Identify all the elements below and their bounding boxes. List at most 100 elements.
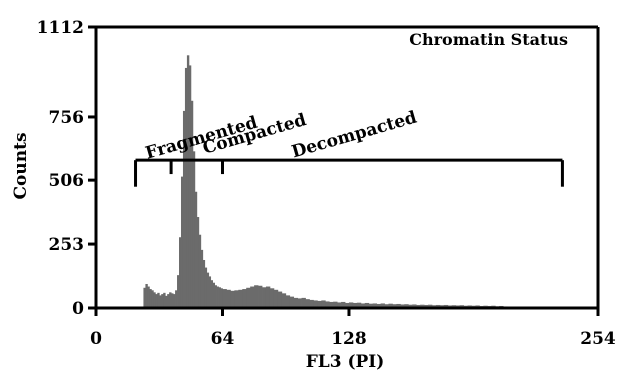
- histogram-bar: [428, 304, 433, 308]
- tick-labels: 0 253 506 756 1112 0 64 128 254: [37, 18, 616, 349]
- histogram-bar: [329, 301, 334, 308]
- histogram-bar: [345, 302, 350, 308]
- histogram-bar: [372, 303, 378, 308]
- histogram-bar: [218, 287, 221, 308]
- histogram-bar: [226, 289, 231, 308]
- histogram-bar: [214, 285, 217, 308]
- histogram-bar: [348, 302, 354, 308]
- histogram-bar: [202, 259, 206, 308]
- histogram-bar: [173, 294, 176, 308]
- histogram-bar: [285, 295, 291, 308]
- histogram-bar: [182, 110, 186, 309]
- histogram-bar: [222, 289, 227, 308]
- chart-title: Chromatin Status: [409, 30, 568, 49]
- histogram-bar: [273, 289, 279, 308]
- histogram-bar: [352, 302, 358, 308]
- histogram-bar: [179, 237, 182, 308]
- histogram-bar: [420, 304, 425, 308]
- y-tick-label: 506: [49, 171, 85, 191]
- y-axis-title: Counts: [11, 132, 31, 199]
- histogram-bar: [384, 304, 389, 308]
- histogram-bar: [277, 291, 283, 308]
- histogram-bar: [204, 267, 208, 308]
- histogram-bar: [368, 303, 374, 308]
- y-tick-label: 0: [72, 299, 84, 319]
- histogram-bar: [309, 299, 314, 308]
- x-axis-title: FL3 (PI): [306, 352, 385, 372]
- x-tick-label: 0: [90, 329, 102, 349]
- histogram-bar: [360, 303, 366, 308]
- histogram-bar: [364, 302, 370, 308]
- histogram-bar: [149, 289, 152, 308]
- x-tick-label: 254: [580, 329, 616, 349]
- histogram-bar: [293, 297, 298, 308]
- histogram-bar: [161, 294, 164, 308]
- histogram-bar: [169, 292, 172, 308]
- histogram-bar: [376, 303, 381, 308]
- histogram-bar: [143, 287, 146, 308]
- x-tick-label: 64: [211, 329, 235, 349]
- histogram-bar: [435, 304, 441, 308]
- histogram-bar: [220, 288, 223, 308]
- histogram-bar: [212, 282, 215, 308]
- histogram-bar: [167, 294, 170, 308]
- histogram-bar: [153, 292, 156, 308]
- histogram-bar: [443, 304, 449, 308]
- histogram-bar: [408, 304, 413, 308]
- histogram-bars: [143, 55, 508, 309]
- histogram-bar: [412, 304, 417, 308]
- histogram-bar: [190, 100, 194, 308]
- histogram-bar: [254, 285, 259, 308]
- histogram-bar: [325, 301, 330, 308]
- histogram-bar: [424, 304, 429, 308]
- histogram-bar: [297, 298, 302, 308]
- histogram-bar: [281, 293, 287, 308]
- histogram-bar: [301, 297, 306, 308]
- histogram-bar: [184, 67, 188, 308]
- histogram-bar: [313, 300, 318, 308]
- histogram-bar: [234, 290, 239, 308]
- histogram-bar: [216, 286, 219, 308]
- histogram-bar: [416, 304, 421, 308]
- histogram-bar: [258, 285, 263, 308]
- histogram-bar: [317, 300, 322, 308]
- histogram-bar: [305, 299, 310, 308]
- histogram-bar: [165, 295, 168, 308]
- histogram-bar: [151, 290, 154, 308]
- histogram-bar: [269, 288, 275, 308]
- histogram-bar: [194, 191, 198, 308]
- histogram-bar: [145, 283, 148, 308]
- histogram-bar: [163, 292, 166, 308]
- histogram-bar: [210, 280, 214, 308]
- histogram-bar: [246, 287, 251, 308]
- histogram-bar: [198, 234, 202, 308]
- x-tick-label: 128: [331, 329, 367, 349]
- histogram-bar: [147, 286, 150, 308]
- histogram-bar: [180, 176, 184, 308]
- histogram-bar: [404, 304, 409, 308]
- histogram-bar: [380, 303, 385, 308]
- gate-label: Decompacted: [289, 108, 419, 163]
- y-tick-label: 253: [49, 235, 85, 255]
- histogram-bar: [392, 304, 397, 308]
- histogram-bar: [321, 300, 326, 308]
- histogram-bar: [238, 289, 243, 308]
- y-tick-label: 756: [49, 108, 85, 128]
- histogram-bar: [388, 303, 393, 308]
- histogram-bar: [159, 295, 162, 308]
- histogram-bar: [175, 290, 178, 308]
- histogram-bar: [188, 65, 192, 308]
- histogram-bar: [396, 303, 401, 308]
- histogram-bar: [206, 272, 210, 308]
- histogram-bar: [157, 292, 160, 308]
- histogram-bar: [250, 286, 255, 308]
- histogram-bar: [400, 304, 405, 308]
- histogram-bar: [171, 293, 174, 308]
- histogram-bar: [341, 301, 346, 308]
- histogram-bar: [196, 217, 200, 308]
- y-tick-label: 1112: [37, 18, 84, 38]
- histogram-bar: [155, 294, 158, 308]
- histogram-bar: [289, 296, 295, 308]
